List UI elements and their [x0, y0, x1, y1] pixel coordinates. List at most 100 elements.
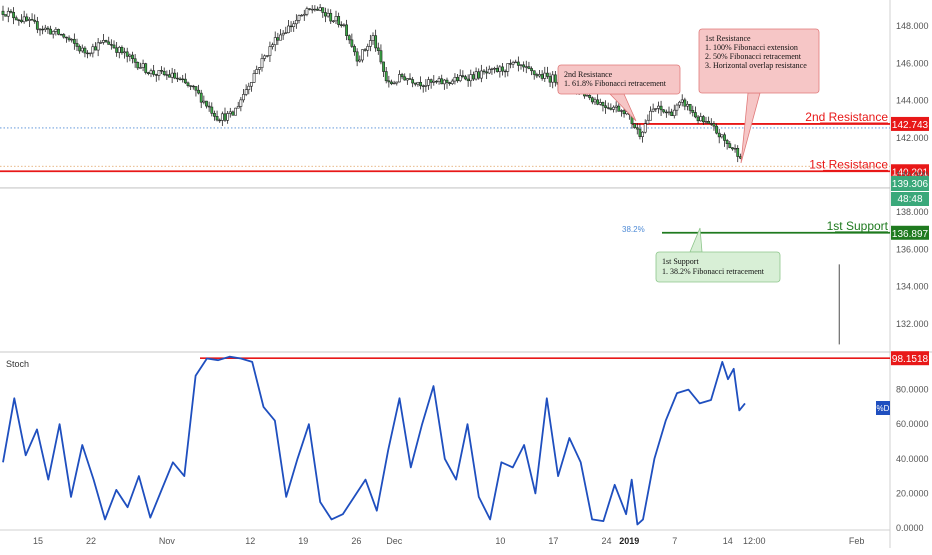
candle-body [524, 66, 528, 68]
candle-body [154, 74, 158, 76]
callout-1st-resistance-line-0: 1st Resistance [705, 34, 751, 43]
candle-body [683, 99, 687, 107]
time-tick-label: 15 [33, 536, 43, 546]
candle-body [514, 61, 518, 64]
candle-body [453, 77, 457, 82]
candle-body [432, 80, 436, 83]
candle-body [442, 79, 446, 85]
candle-body [102, 40, 105, 43]
candle-body [321, 7, 325, 13]
candle-body [379, 50, 383, 63]
time-tick-label: 12:00 [743, 536, 766, 546]
candle-body [57, 28, 60, 35]
candle-body [65, 36, 68, 39]
time-axis[interactable]: 15 22 Nov 12 19 26 Dec 10 17 24 2019 7 14 12:00 Feb [33, 536, 864, 546]
candle-body [662, 109, 666, 113]
candle-body [664, 111, 668, 114]
candle-body [104, 40, 108, 43]
candle-body [696, 116, 700, 122]
candle-body [268, 46, 272, 56]
candle-body [667, 111, 671, 114]
candle-body [33, 19, 37, 22]
candle-body [712, 123, 716, 127]
candle-body [646, 119, 650, 125]
2nd-resistance-label: 2nd Resistance [805, 110, 888, 124]
candle-body [308, 8, 311, 10]
stoch-tick-label: 80.0000 [896, 385, 929, 395]
candle-body [239, 99, 243, 107]
candle-body [688, 103, 692, 111]
candle-body [498, 66, 502, 72]
candle-body [540, 74, 544, 79]
candle-body [9, 10, 13, 13]
candle-body [435, 80, 438, 83]
candle-body [287, 25, 290, 34]
candle-body [450, 80, 454, 84]
candle-body [596, 99, 600, 105]
candle-body [107, 41, 111, 45]
time-tick-label: 2019 [619, 536, 639, 546]
candle-body [331, 20, 335, 22]
candle-body [236, 106, 240, 109]
candle-body [231, 111, 235, 116]
time-tick-label: 14 [723, 536, 733, 546]
candle-body [590, 97, 594, 103]
time-tick-label: Feb [849, 536, 865, 546]
candle-body [617, 105, 621, 112]
candle-body [265, 55, 269, 57]
candle-body [392, 82, 396, 85]
price-tick-label: 140.000 [896, 170, 929, 180]
candle-body [263, 55, 267, 59]
candle-body [197, 89, 200, 94]
candle-body [279, 34, 282, 41]
candle-body [654, 108, 658, 110]
price-axis[interactable]: 148.000 146.000 144.000 142.000 140.000 138.0… [896, 21, 929, 329]
candle-body [519, 64, 523, 66]
candle-body [125, 51, 129, 57]
candle-body [390, 81, 393, 85]
candle-body [448, 82, 452, 84]
candle-body [234, 107, 237, 116]
candle-body [411, 79, 415, 84]
candle-body [302, 13, 306, 16]
candle-body [601, 102, 605, 107]
candle-body [271, 44, 274, 47]
time-tick-label: 26 [351, 536, 361, 546]
candle-body [165, 74, 169, 76]
candle-body [472, 74, 475, 80]
candle-body [374, 35, 378, 49]
candle-body [479, 70, 483, 79]
stoch-d-line [2, 355, 746, 526]
stoch-legend-label: %D [877, 404, 890, 413]
price-tick-label: 148.000 [896, 21, 929, 31]
candle-body [606, 107, 610, 109]
candle-body [405, 78, 409, 81]
candle-body [300, 14, 304, 17]
candle-body [382, 61, 385, 72]
candle-body [22, 16, 26, 23]
callout-2nd-resistance-line-1: 1. 61.8% Fibonacci retracement [564, 79, 667, 88]
candle-body [469, 74, 473, 82]
candle-body [622, 110, 626, 115]
candle-body [643, 123, 647, 133]
candles [1, 3, 840, 345]
candle-body [72, 38, 76, 44]
callout-1st-resistance: 1st Resistance 1. 100% Fibonacci extensi… [698, 28, 820, 164]
candle-body [588, 95, 592, 99]
candle-body [421, 85, 425, 87]
candle-body [313, 8, 317, 11]
candle-body [672, 109, 676, 116]
1st-support-badge-label: 136.897 [892, 229, 929, 240]
candle-body [548, 76, 552, 83]
candle-body [178, 78, 182, 80]
1st-resistance-badge-label: 140.201 [892, 167, 929, 178]
candle-body [493, 67, 496, 70]
candle-body [247, 85, 251, 90]
candle-body [543, 72, 547, 79]
candle-body [485, 71, 489, 74]
candle-body [276, 37, 280, 41]
candle-body [403, 76, 407, 81]
candle-body [310, 8, 314, 11]
